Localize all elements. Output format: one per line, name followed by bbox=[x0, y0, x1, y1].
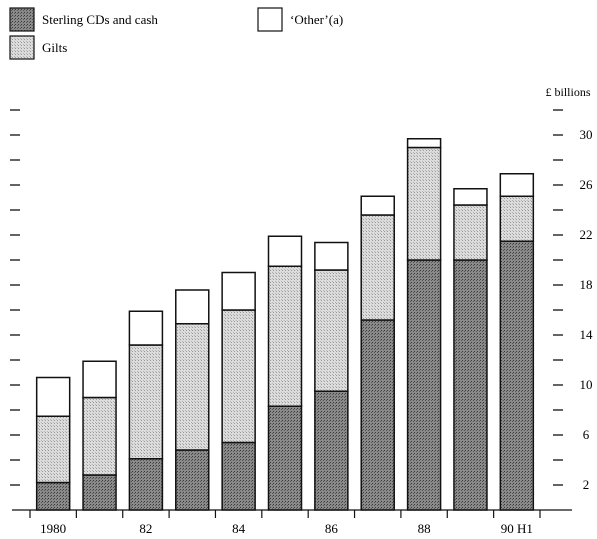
y-tick-label: 26 bbox=[580, 177, 594, 192]
bar-segment-0-3 bbox=[175, 449, 210, 511]
bar-segment-0-5 bbox=[267, 405, 303, 511]
bar-segment-2-5 bbox=[267, 235, 303, 267]
bar-segment-0-2 bbox=[128, 458, 164, 511]
bar-segment-2-4 bbox=[221, 271, 256, 311]
bar-segment-1-0 bbox=[35, 415, 71, 484]
legend-swatch-1 bbox=[9, 35, 35, 60]
bar-segment-1-7 bbox=[360, 214, 395, 321]
bars: 1980 82 84 86 88 90 H1 bbox=[29, 138, 541, 536]
x-tick-label: 88 bbox=[418, 521, 431, 536]
bar-segment-0-4 bbox=[221, 441, 256, 511]
bar-segment-1-4 bbox=[221, 309, 256, 444]
bar-segment-0-9 bbox=[453, 259, 488, 511]
x-tick-label: 1980 bbox=[40, 521, 66, 536]
bar-segment-2-10 bbox=[499, 173, 535, 197]
bar-segment-0-0 bbox=[35, 481, 71, 511]
bar-segment-1-2 bbox=[128, 344, 164, 460]
bar-segment-0-7 bbox=[360, 319, 395, 511]
y-tick-label: 2 bbox=[583, 477, 590, 492]
legend: Sterling CDs and cash Gilts ‘Other’(a) bbox=[9, 7, 343, 60]
bar-segment-1-8 bbox=[406, 146, 442, 261]
bar-segment-1-10 bbox=[499, 195, 535, 242]
legend-swatch-0 bbox=[9, 7, 35, 32]
bar-segment-0-8 bbox=[406, 259, 442, 511]
bar-segment-1-5 bbox=[267, 265, 303, 407]
bar-segment-2-0 bbox=[35, 376, 71, 417]
bar-segment-2-6 bbox=[314, 241, 349, 271]
bar-segment-2-3 bbox=[175, 289, 210, 325]
bar-segment-1-6 bbox=[314, 269, 349, 392]
y-tick-label: 18 bbox=[580, 277, 593, 292]
bar-segment-2-1 bbox=[82, 360, 117, 399]
bar-segment-1-3 bbox=[175, 323, 210, 451]
bar-segment-0-6 bbox=[314, 390, 349, 511]
y-tick-label: 14 bbox=[580, 327, 594, 342]
x-tick-label: 82 bbox=[139, 521, 152, 536]
bar-segment-2-7 bbox=[360, 195, 395, 216]
y-tick-label: 22 bbox=[580, 227, 593, 242]
x-tick-label: 90 H1 bbox=[501, 521, 533, 536]
legend-swatch-2 bbox=[257, 7, 283, 32]
y-tick-label: 30 bbox=[580, 127, 593, 142]
y-tick-label: 6 bbox=[583, 427, 590, 442]
legend-label-0: Sterling CDs and cash bbox=[42, 12, 158, 27]
y-tick-label: 10 bbox=[580, 377, 593, 392]
bar-segment-0-10 bbox=[499, 240, 535, 511]
x-tick-label: 84 bbox=[232, 521, 246, 536]
bar-segment-0-1 bbox=[82, 474, 117, 511]
legend-label-2: ‘Other’(a) bbox=[290, 12, 343, 27]
unit-label: £ billions bbox=[545, 85, 590, 99]
bar-segment-2-2 bbox=[128, 310, 164, 346]
bar-segment-1-9 bbox=[453, 204, 488, 261]
x-tick-label: 86 bbox=[325, 521, 339, 536]
legend-label-1: Gilts bbox=[42, 40, 67, 55]
bar-segment-2-8 bbox=[406, 138, 442, 149]
bar-segment-1-1 bbox=[82, 396, 117, 476]
bar-segment-2-9 bbox=[453, 188, 488, 206]
